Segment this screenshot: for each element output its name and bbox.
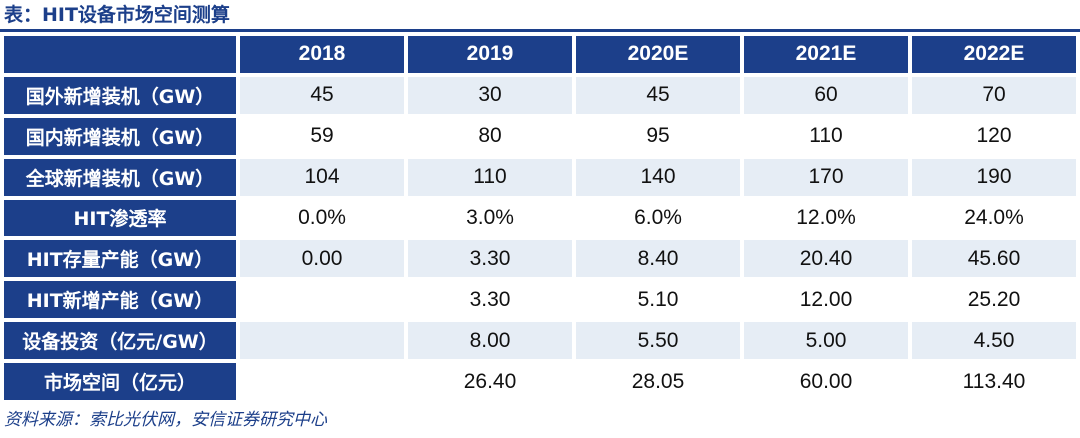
- column-header: 2021E: [744, 36, 908, 73]
- table-cell: 170: [744, 158, 908, 196]
- table-cell: 95: [576, 117, 740, 155]
- table-cell: 113.40: [912, 363, 1076, 400]
- table-cell: 24.0%: [912, 199, 1076, 237]
- table-cell: 59: [240, 117, 404, 155]
- table-cell: 45: [240, 76, 404, 114]
- table-corner-cell: [4, 36, 236, 73]
- table-cell: 60.00: [744, 363, 908, 400]
- table-cell: 110: [744, 117, 908, 155]
- table-title: 表：HIT设备市场空间测算: [4, 4, 230, 26]
- table-cell: 60: [744, 76, 908, 114]
- table-cell: [240, 363, 404, 400]
- row-label: 国内新增装机（GW）: [4, 117, 236, 155]
- table-cell: 25.20: [912, 281, 1076, 319]
- row-label: HIT渗透率: [4, 199, 236, 237]
- table-cell: 104: [240, 158, 404, 196]
- table-cell: 45: [576, 76, 740, 114]
- column-header: 2020E: [576, 36, 740, 73]
- row-label: 国外新增装机（GW）: [4, 76, 236, 114]
- table-cell: 20.40: [744, 240, 908, 278]
- table-cell: 45.60: [912, 240, 1076, 278]
- table-cell: 26.40: [408, 363, 572, 400]
- table-cell: 80: [408, 117, 572, 155]
- row-label: 市场空间（亿元）: [4, 363, 236, 400]
- table-cell: [240, 322, 404, 360]
- table-cell: 140: [576, 158, 740, 196]
- table-cell: 0.0%: [240, 199, 404, 237]
- table-cell: 6.0%: [576, 199, 740, 237]
- table-cell: 120: [912, 117, 1076, 155]
- table-cell: 190: [912, 158, 1076, 196]
- table-cell: 12.00: [744, 281, 908, 319]
- table-cell: 8.00: [408, 322, 572, 360]
- data-table: 2018 2019 2020E 2021E 2022E 国外新增装机（GW） 45…: [4, 36, 1076, 400]
- table-cell: 5.10: [576, 281, 740, 319]
- table-cell: 3.30: [408, 281, 572, 319]
- title-divider: [0, 29, 1080, 32]
- table-cell: 3.0%: [408, 199, 572, 237]
- column-header: 2019: [408, 36, 572, 73]
- column-header: 2022E: [912, 36, 1076, 73]
- table-cell: 70: [912, 76, 1076, 114]
- row-label: 设备投资（亿元/GW）: [4, 322, 236, 360]
- source-note: 资料来源：索比光伏网，安信证券研究中心: [4, 410, 327, 430]
- row-label: 全球新增装机（GW）: [4, 158, 236, 196]
- row-label: HIT存量产能（GW）: [4, 240, 236, 278]
- table-cell: 4.50: [912, 322, 1076, 360]
- row-label: HIT新增产能（GW）: [4, 281, 236, 319]
- column-header: 2018: [240, 36, 404, 73]
- table-cell: 12.0%: [744, 199, 908, 237]
- table-cell: 30: [408, 76, 572, 114]
- table-cell: 5.00: [744, 322, 908, 360]
- table-cell: 3.30: [408, 240, 572, 278]
- table-cell: 8.40: [576, 240, 740, 278]
- table-cell: 110: [408, 158, 572, 196]
- table-cell: 0.00: [240, 240, 404, 278]
- table-cell: 28.05: [576, 363, 740, 400]
- table-cell: [240, 281, 404, 319]
- table-cell: 5.50: [576, 322, 740, 360]
